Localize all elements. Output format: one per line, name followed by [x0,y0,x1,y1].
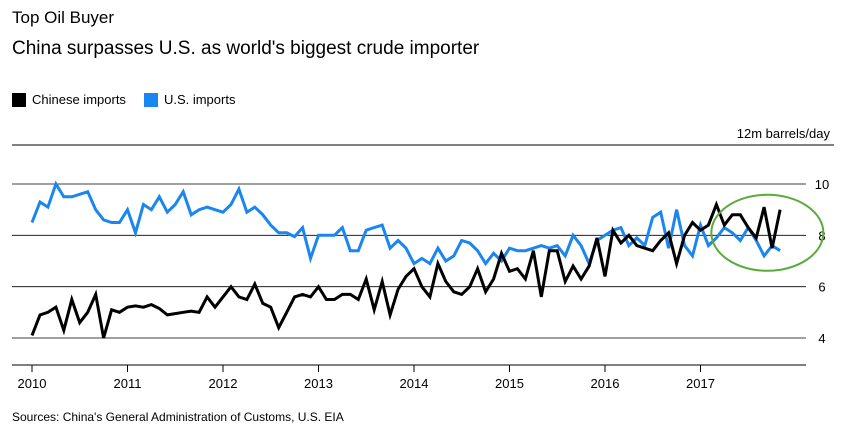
legend-entry-us: U.S. imports [143,92,236,107]
legend-entry-china: Chinese imports [12,92,126,107]
highlight-annotation-ellipse [710,193,825,272]
legend-swatch-china [12,92,26,107]
y-tick-label: 10 [815,177,829,192]
x-tick-label: 2015 [495,376,524,391]
x-tick-label: 2010 [18,376,47,391]
x-tick-label: 2017 [686,376,715,391]
legend-label-us: U.S. imports [163,92,236,107]
x-tick-label: 2016 [591,376,620,391]
y-tick-label: 4 [818,331,825,346]
series-line-us-imports [30,180,781,268]
chart-title: Top Oil Buyer [12,8,115,27]
series-line-chinese-imports [30,200,782,339]
x-tick-label: 2013 [304,376,333,391]
y-axis-unit-label: 12m barrels/day [736,126,830,141]
x-tick-label: 2012 [209,376,238,391]
legend-swatch-us [143,92,158,107]
legend-label-china: Chinese imports [32,92,126,107]
y-tick-label: 8 [818,228,825,243]
x-tick-label: 2014 [400,376,429,391]
x-tick-label: 2011 [114,376,142,391]
source-note: Sources: China's General Administration … [12,410,344,424]
chart-subtitle: China surpasses U.S. as world's biggest … [12,38,480,59]
y-tick-label: 6 [818,280,825,295]
legend: Chinese imports U.S. imports [12,92,235,107]
